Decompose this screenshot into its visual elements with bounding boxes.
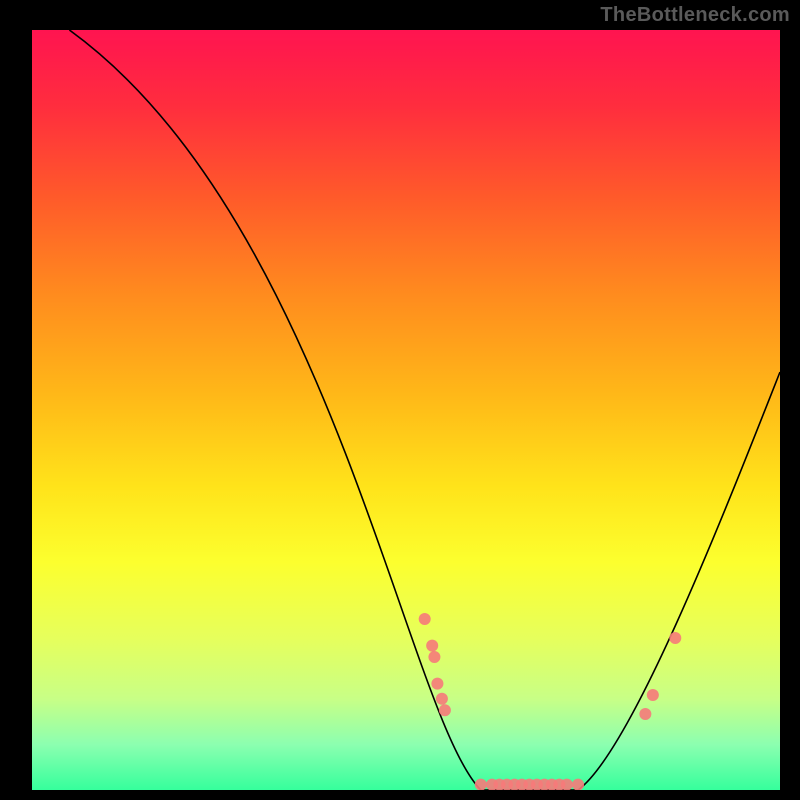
marker-dot: [639, 708, 651, 720]
marker-dot: [436, 693, 448, 705]
marker-dot: [561, 779, 573, 791]
marker-dot: [647, 689, 659, 701]
marker-dot: [572, 779, 584, 791]
marker-dot: [428, 651, 440, 663]
marker-dot: [439, 704, 451, 716]
attribution-label: TheBottleneck.com: [600, 4, 790, 27]
marker-dot: [475, 779, 487, 791]
chart-svg: [0, 0, 800, 800]
marker-dot: [419, 613, 431, 625]
gradient-panel: [32, 30, 780, 790]
bottleneck-chart: TheBottleneck.com: [0, 0, 800, 800]
marker-dot: [431, 678, 443, 690]
marker-dot: [669, 632, 681, 644]
marker-dot: [426, 640, 438, 652]
